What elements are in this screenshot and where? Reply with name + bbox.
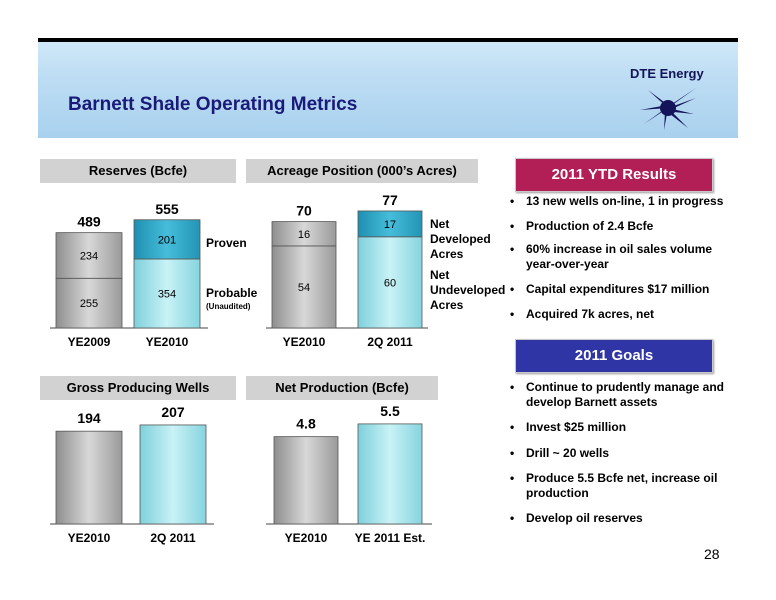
- legend-developed: Net Developed Acres: [430, 217, 491, 261]
- acreage-chart-title: Acreage Position (000’s Acres): [246, 159, 478, 183]
- total-label: 489: [77, 214, 101, 230]
- category-label: YE2010: [68, 531, 111, 545]
- value-label: 207: [161, 404, 185, 420]
- title-banner: Barnett Shale Operating Metrics DTE Ener…: [38, 42, 738, 138]
- goals-header: 2011 Goals: [515, 339, 713, 373]
- legend-note: (Unaudited): [206, 302, 251, 311]
- data-label: 354: [158, 288, 176, 300]
- acreage-chart: 54 16 70 YE2010 60 17 77 2Q 2011 Net Developed Acr…: [266, 192, 505, 349]
- page-title: Barnett Shale Operating Metrics: [68, 94, 358, 115]
- top-rule: [38, 38, 738, 42]
- data-label: 60: [384, 277, 396, 289]
- bar: [273, 436, 339, 525]
- reserves-chart-title: Reserves (Bcfe): [40, 159, 236, 183]
- bar-segment: [55, 232, 123, 279]
- list-item: Invest $25 million: [506, 420, 732, 435]
- list-item: Capital expenditures $17 million: [506, 282, 732, 297]
- list-item: Acquired 7k acres, net: [506, 307, 732, 322]
- bar-segment: [133, 219, 201, 260]
- list-item: Develop oil reserves: [506, 511, 732, 526]
- logo-text: DTE Energy: [630, 66, 704, 81]
- data-label: 17: [384, 219, 396, 231]
- production-chart-title: Net Production (Bcfe): [246, 376, 438, 400]
- bar-segment: [357, 210, 423, 238]
- total-label: 77: [382, 192, 398, 208]
- list-item: 13 new wells on-line, 1 in progress: [506, 194, 732, 209]
- data-label: 54: [298, 282, 310, 294]
- wells-chart-title: Gross Producing Wells: [40, 376, 236, 400]
- legend-undeveloped: Net Undeveloped Acres: [430, 268, 505, 312]
- bar-segment: [133, 258, 201, 329]
- data-label: 234: [80, 250, 98, 262]
- data-label: 16: [298, 229, 310, 241]
- bar-segment: [271, 221, 337, 247]
- reserves-chart: 255 234 489 YE2009 354 201 555 YE2010 Proven Prob…: [50, 201, 258, 349]
- bar: [55, 430, 123, 525]
- dte-energy-logo-icon: [640, 88, 696, 130]
- bar-segment: [357, 236, 423, 329]
- bar-segment: [271, 245, 337, 329]
- category-label: YE 2011 Est.: [355, 531, 426, 545]
- value-label: 194: [77, 410, 101, 426]
- list-item: Drill ~ 20 wells: [506, 446, 732, 461]
- category-label: YE2010: [283, 335, 326, 349]
- category-label: 2Q 2011: [150, 531, 196, 545]
- value-label: 4.8: [296, 416, 316, 432]
- legend-probable: Probable: [206, 286, 258, 300]
- ytd-results-header: 2011 YTD Results: [515, 158, 713, 192]
- value-label: 5.5: [380, 403, 400, 419]
- category-label: YE2009: [68, 335, 111, 349]
- bar: [357, 423, 423, 525]
- bar: [139, 424, 207, 525]
- ytd-results-list: 13 new wells on-line, 1 in progress Prod…: [506, 194, 732, 322]
- category-label: 2Q 2011: [367, 335, 413, 349]
- wells-chart: 194 YE2010 207 2Q 2011: [50, 404, 214, 545]
- total-label: 555: [155, 201, 179, 217]
- production-chart: 4.8 YE2010 5.5 YE 2011 Est.: [266, 403, 432, 545]
- bar-segment: [55, 277, 123, 329]
- list-item: Produce 5.5 Bcfe net, increase oil produ…: [506, 471, 732, 501]
- list-item: Continue to prudently manage and develop…: [506, 380, 732, 410]
- total-label: 70: [296, 203, 312, 219]
- list-item: 60% increase in oil sales volume year-ov…: [506, 242, 732, 272]
- goals-list: Continue to prudently manage and develop…: [506, 380, 732, 526]
- list-item: Production of 2.4 Bcfe: [506, 219, 732, 234]
- category-label: YE2010: [285, 531, 328, 545]
- page-number: 28: [704, 546, 720, 562]
- category-label: YE2010: [146, 335, 189, 349]
- data-label: 255: [80, 298, 98, 310]
- legend-proven: Proven: [206, 236, 247, 250]
- data-label: 201: [158, 234, 176, 246]
